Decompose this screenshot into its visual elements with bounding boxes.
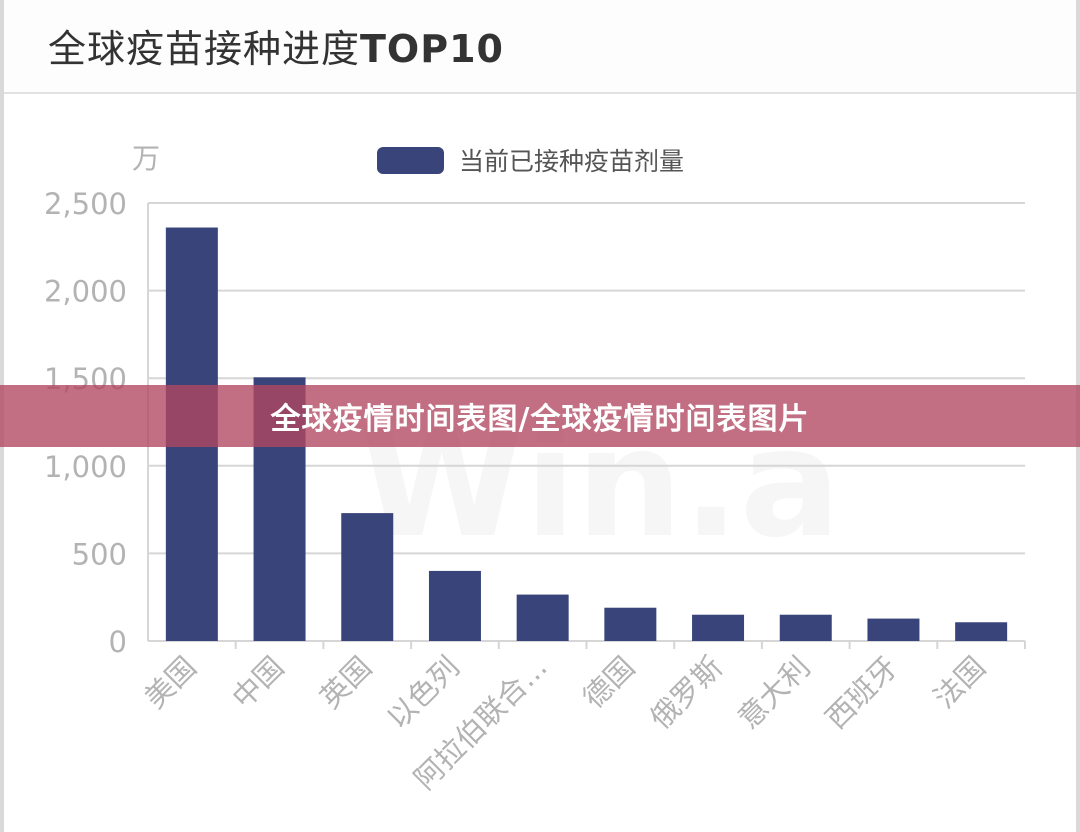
y-unit-label: 万 xyxy=(132,142,160,175)
x-tick-label: 法国 xyxy=(927,650,992,715)
bar xyxy=(516,594,569,641)
chart-title-suffix: TOP10 xyxy=(360,27,504,71)
x-tick-label: 意大利 xyxy=(731,650,817,736)
bar xyxy=(779,614,832,641)
x-tick-label: 英国 xyxy=(313,650,378,715)
legend-swatch xyxy=(377,147,444,174)
x-tick-label: 德国 xyxy=(576,650,641,715)
y-tick-label: 1,000 xyxy=(44,450,127,484)
y-tick-label: 2,000 xyxy=(44,275,127,309)
banner-text: 全球疫情时间表图/全球疫情时间表图片 xyxy=(270,402,810,437)
x-tick-label: 以色列 xyxy=(380,650,466,736)
bar xyxy=(341,513,394,641)
chart-title-main: 全球疫苗接种进度 xyxy=(48,27,361,71)
overlay-banner: 全球疫情时间表图/全球疫情时间表图片 xyxy=(0,385,1080,447)
y-tick-label: 2,500 xyxy=(44,187,127,221)
bar xyxy=(604,607,657,641)
y-tick-label: 0 xyxy=(109,625,127,659)
x-tick-label: 俄罗斯 xyxy=(643,650,729,736)
legend-label: 当前已接种疫苗剂量 xyxy=(459,147,684,176)
x-tick-label: 西班牙 xyxy=(819,650,905,736)
bar xyxy=(692,614,745,641)
x-tick-label: 美国 xyxy=(138,650,203,715)
y-tick-label: 500 xyxy=(72,537,127,571)
chart-header-panel xyxy=(0,0,1080,94)
bar xyxy=(955,622,1008,641)
chart-title: 全球疫苗接种进度TOP10 xyxy=(48,18,504,73)
bar xyxy=(428,570,481,641)
bar xyxy=(867,618,920,641)
x-tick-label: 中国 xyxy=(225,650,290,715)
